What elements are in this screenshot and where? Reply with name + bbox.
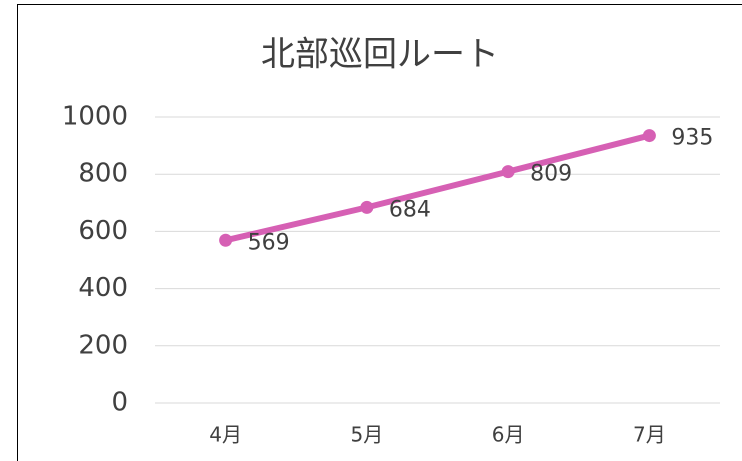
data-point (642, 129, 656, 143)
series-line (222, 132, 653, 244)
chart-frame (17, 4, 742, 461)
y-tick-label: 600 (78, 216, 128, 246)
y-tick-label: 400 (78, 273, 128, 303)
x-tick-label: 7月 (633, 423, 666, 447)
y-tick-label: 800 (78, 159, 128, 189)
chart-title: 北部巡回ルート (261, 35, 499, 75)
y-tick-label: 1000 (62, 102, 128, 132)
x-tick-label: 4月 (209, 423, 242, 447)
data-label: 935 (671, 126, 713, 151)
data-label: 684 (389, 197, 431, 222)
data-point (360, 200, 374, 214)
y-tick-label: 0 (111, 388, 128, 418)
data-point (501, 165, 515, 179)
data-point (219, 233, 233, 247)
x-tick-label: 6月 (492, 423, 525, 447)
y-tick-label: 200 (78, 330, 128, 360)
data-label: 809 (530, 162, 572, 187)
x-tick-label: 5月 (351, 423, 384, 447)
data-label: 569 (248, 230, 290, 255)
